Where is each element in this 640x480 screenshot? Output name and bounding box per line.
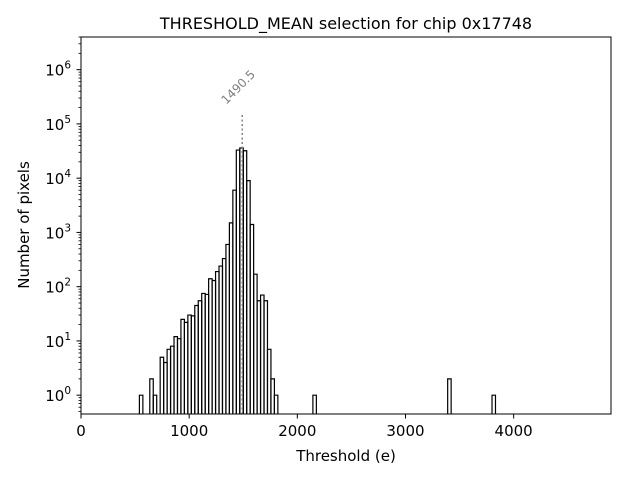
y-tick-label: 100 [45,385,71,405]
x-tick-label: 3000 [386,422,424,440]
y-tick-label: 105 [45,114,71,134]
y-tick-label: 102 [45,277,71,297]
y-tick-label: 101 [45,331,71,351]
x-tick-label: 1000 [170,422,208,440]
histogram-bin [138,394,144,414]
x-axis-label: Threshold (e) [295,447,396,465]
axes-frame [80,36,612,415]
histogram-bin [491,394,497,414]
chart-title: THRESHOLD_MEAN selection for chip 0x1774… [159,14,532,34]
y-tick-label: 106 [45,60,71,80]
histogram-bin [273,394,279,414]
x-tick-label: 0 [76,422,86,440]
x-axis: 0 1000 2000 3000 4000 [76,414,533,440]
y-axis-label: Number of pixels [15,161,33,289]
y-tick-label: 103 [45,222,71,242]
x-tick-label: 2000 [278,422,316,440]
histogram-bin [152,394,158,414]
histogram-bin [312,394,317,414]
x-tick-label: 4000 [495,422,533,440]
histogram-bin [447,378,452,414]
y-tick-label: 104 [45,168,71,188]
y-axis: 100 101 102 103 104 105 106 [45,36,81,412]
